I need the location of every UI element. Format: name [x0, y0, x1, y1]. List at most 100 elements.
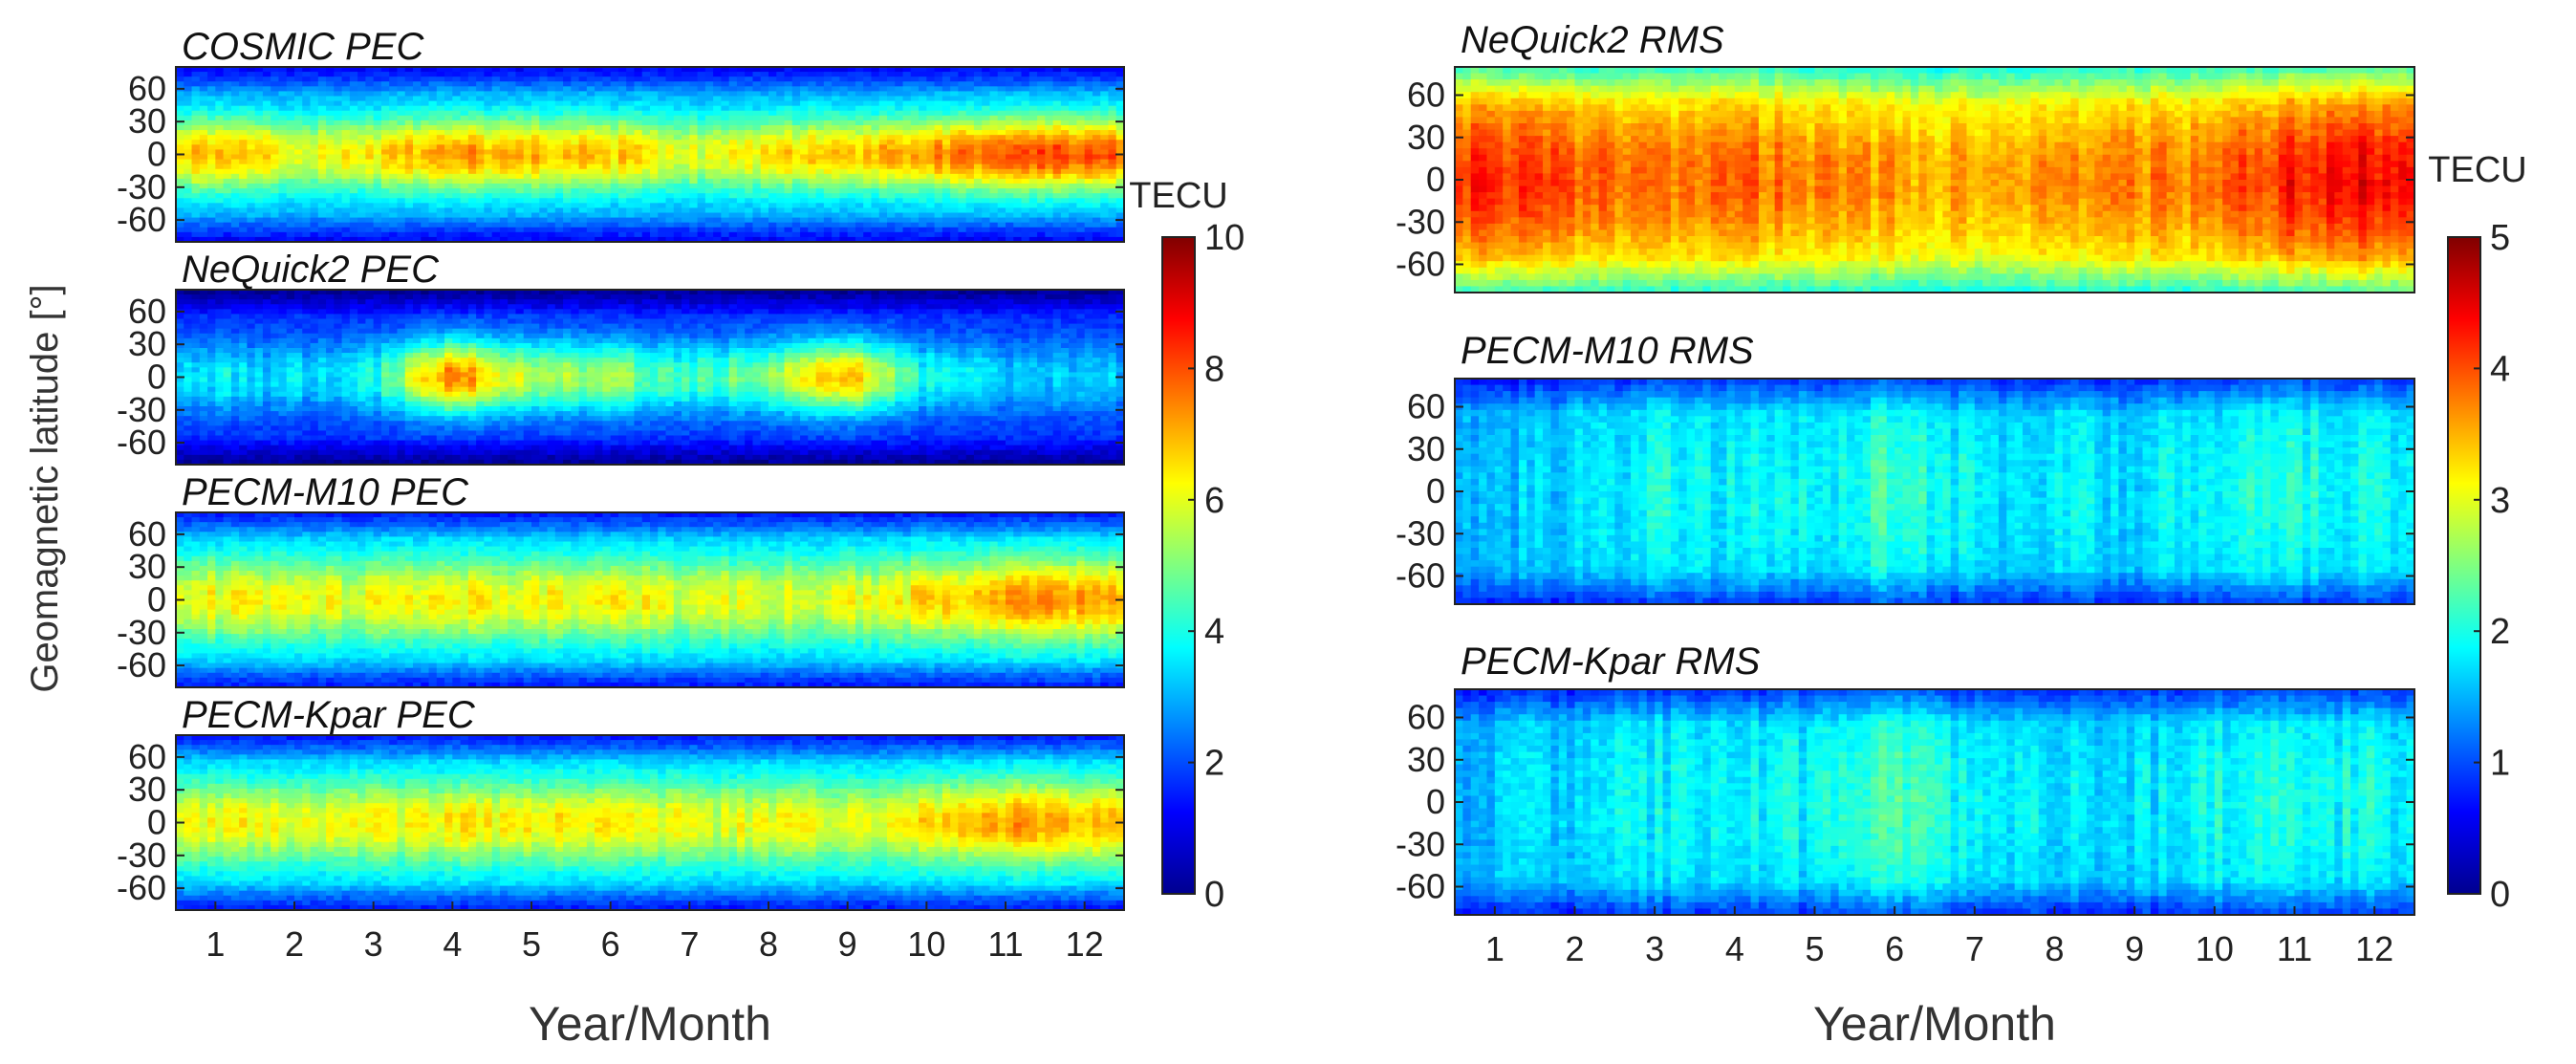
heatmap-cell: [500, 184, 509, 189]
heatmap-cell: [350, 232, 358, 238]
heatmap-cell: [381, 76, 390, 82]
heatmap-cell: [207, 125, 216, 131]
heatmap-cell: [231, 135, 240, 141]
heatmap-cell: [429, 218, 438, 224]
heatmap-cell: [278, 198, 287, 204]
heatmap-cell: [524, 198, 532, 204]
heatmap-cell: [405, 169, 414, 175]
heatmap-cell: [531, 193, 540, 199]
heatmap-cell: [374, 213, 382, 219]
heatmap-cell: [397, 232, 405, 238]
heatmap-cell: [461, 169, 469, 175]
heatmap-cell: [255, 232, 264, 238]
heatmap-cell: [429, 125, 438, 131]
heatmap-cell: [207, 81, 216, 87]
heatmap-cell: [515, 135, 524, 141]
heatmap-cell: [429, 76, 438, 82]
heatmap-cell: [224, 106, 232, 112]
heatmap-cell: [508, 106, 516, 112]
heatmap-cell: [444, 184, 453, 189]
heatmap-cell: [176, 144, 184, 150]
heatmap-cell: [405, 184, 414, 189]
heatmap-cell: [302, 106, 311, 112]
heatmap-cell: [342, 223, 351, 228]
heatmap-cell: [278, 76, 287, 82]
heatmap-cell: [357, 207, 366, 213]
heatmap-cell: [531, 188, 540, 194]
heatmap-cell: [239, 232, 248, 238]
heatmap-cell: [318, 223, 327, 228]
heatmap-cell: [231, 72, 240, 77]
heatmap-cell: [468, 135, 477, 141]
heatmap-cell: [492, 144, 501, 150]
heatmap-cell: [342, 81, 351, 87]
heatmap-cell: [429, 203, 438, 208]
heatmap-cell: [239, 116, 248, 121]
heatmap-cell: [468, 111, 477, 117]
heatmap-cell: [302, 164, 311, 170]
heatmap-cell: [484, 179, 492, 185]
heatmap-cell: [421, 81, 429, 87]
heatmap-cell: [239, 91, 248, 97]
heatmap-cell: [508, 232, 516, 238]
heatmap-cell: [239, 72, 248, 77]
heatmap-cell: [271, 140, 279, 145]
heatmap-cell: [334, 184, 342, 189]
heatmap-cell: [484, 160, 492, 165]
heatmap-cell: [302, 120, 311, 126]
heatmap-cell: [278, 193, 287, 199]
heatmap-cell: [539, 125, 548, 131]
heatmap-cell: [429, 116, 438, 121]
heatmap-cell: [461, 213, 469, 219]
heatmap-cell: [357, 218, 366, 224]
heatmap-cell: [429, 232, 438, 238]
heatmap-cell: [342, 86, 351, 92]
heatmap-cell: [326, 140, 335, 145]
heatmap-cell: [302, 116, 311, 121]
heatmap-cell: [500, 164, 509, 170]
heatmap-cell: [278, 218, 287, 224]
heatmap-cell: [444, 144, 453, 150]
heatmap-cell: [444, 116, 453, 121]
heatmap-cell: [302, 72, 311, 77]
heatmap-cell: [311, 72, 319, 77]
heatmap-cell: [334, 169, 342, 175]
heatmap-cell: [271, 111, 279, 117]
heatmap-cell: [192, 111, 201, 117]
heatmap-cell: [413, 232, 422, 238]
heatmap-cell: [278, 228, 287, 233]
heatmap-cell: [287, 140, 295, 145]
heatmap-cell: [247, 81, 255, 87]
heatmap-cell: [231, 188, 240, 194]
heatmap-cell: [421, 91, 429, 97]
heatmap-cell: [484, 101, 492, 107]
heatmap-cell: [278, 169, 287, 175]
heatmap-cell: [421, 111, 429, 117]
heatmap-cell: [176, 135, 184, 141]
heatmap-cell: [452, 72, 461, 77]
heatmap-cell: [381, 91, 390, 97]
heatmap-cell: [374, 72, 382, 77]
heatmap-cell: [524, 149, 532, 155]
heatmap-cell: [342, 213, 351, 219]
heatmap-cell: [500, 179, 509, 185]
heatmap-cell: [192, 97, 201, 102]
heatmap-cell: [302, 76, 311, 82]
heatmap-cell: [531, 86, 540, 92]
heatmap-cell: [326, 223, 335, 228]
heatmap-cell: [342, 125, 351, 131]
heatmap-cell: [239, 218, 248, 224]
heatmap-cell: [326, 160, 335, 165]
heatmap-cell: [350, 160, 358, 165]
heatmap-cell: [421, 155, 429, 161]
heatmap-cell: [294, 76, 303, 82]
heatmap-cell: [531, 120, 540, 126]
heatmap-cell: [287, 135, 295, 141]
heatmap-cell: [334, 125, 342, 131]
heatmap-cell: [476, 111, 485, 117]
heatmap-cell: [326, 188, 335, 194]
heatmap-cell: [444, 86, 453, 92]
heatmap-cell: [492, 223, 501, 228]
heatmap-cell: [421, 223, 429, 228]
heatmap-cell: [397, 223, 405, 228]
